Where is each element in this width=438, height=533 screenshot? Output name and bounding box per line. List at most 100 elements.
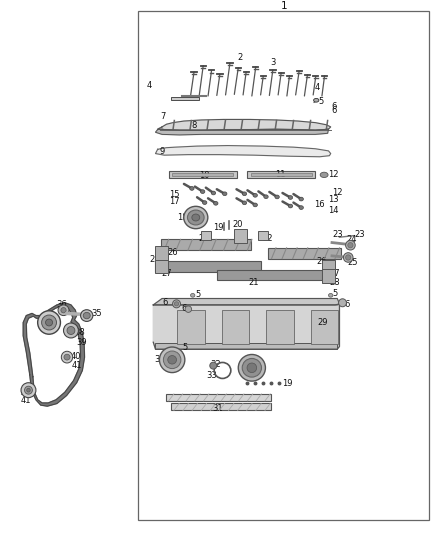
Text: 6: 6 (332, 107, 337, 116)
Ellipse shape (173, 300, 180, 308)
Text: 22: 22 (263, 234, 273, 243)
Bar (322, 260, 335, 273)
Ellipse shape (168, 356, 177, 364)
Ellipse shape (67, 327, 75, 335)
Ellipse shape (83, 312, 90, 319)
Ellipse shape (81, 310, 93, 321)
Ellipse shape (190, 187, 194, 190)
Bar (169, 171, 237, 178)
Ellipse shape (242, 192, 247, 196)
Polygon shape (153, 298, 339, 305)
Text: 24: 24 (346, 236, 357, 245)
Ellipse shape (346, 255, 351, 260)
Bar (171, 97, 199, 100)
Ellipse shape (159, 347, 185, 373)
Text: 11: 11 (275, 171, 286, 180)
Ellipse shape (242, 359, 261, 377)
Text: 1: 1 (280, 2, 287, 12)
Text: 6: 6 (332, 102, 337, 111)
Ellipse shape (184, 206, 208, 229)
Ellipse shape (58, 305, 69, 316)
Ellipse shape (202, 201, 207, 205)
Ellipse shape (174, 302, 179, 306)
Bar (166, 394, 271, 401)
Ellipse shape (339, 299, 346, 307)
Text: 21: 21 (248, 278, 258, 287)
Text: 33: 33 (207, 371, 218, 379)
Ellipse shape (192, 214, 200, 221)
Ellipse shape (288, 196, 293, 199)
Ellipse shape (288, 204, 293, 208)
Ellipse shape (210, 362, 217, 369)
Ellipse shape (299, 206, 304, 209)
Bar (138, 11, 429, 520)
Text: 39: 39 (77, 338, 87, 347)
Text: 15: 15 (169, 190, 179, 199)
Text: 14: 14 (328, 206, 338, 215)
Text: 32: 32 (210, 360, 221, 369)
Text: 40: 40 (71, 352, 81, 360)
Text: 7: 7 (160, 112, 165, 121)
Text: 4: 4 (147, 81, 152, 90)
Polygon shape (158, 119, 331, 130)
Text: 5: 5 (195, 290, 200, 299)
Ellipse shape (253, 203, 258, 207)
Text: 22: 22 (198, 234, 208, 243)
Ellipse shape (264, 195, 268, 199)
Text: 12: 12 (328, 170, 338, 179)
Polygon shape (155, 146, 331, 157)
Text: 25: 25 (347, 258, 358, 267)
Bar (268, 248, 341, 259)
Bar (258, 231, 268, 240)
Text: 28: 28 (329, 278, 340, 287)
Ellipse shape (21, 383, 36, 398)
Text: 19: 19 (283, 379, 293, 388)
Text: 6: 6 (162, 298, 167, 308)
Text: 41: 41 (20, 396, 31, 405)
Text: 5: 5 (332, 289, 337, 298)
Text: 13: 13 (328, 196, 338, 205)
Polygon shape (155, 129, 328, 135)
Polygon shape (153, 304, 339, 349)
Ellipse shape (348, 243, 353, 248)
Text: 21: 21 (237, 237, 247, 246)
Bar (161, 239, 251, 250)
Text: 29: 29 (318, 318, 328, 327)
Ellipse shape (247, 363, 257, 373)
Ellipse shape (185, 306, 192, 312)
Text: 38: 38 (74, 328, 85, 337)
Ellipse shape (242, 201, 247, 205)
Bar (217, 270, 322, 280)
Text: 17: 17 (169, 197, 179, 206)
Ellipse shape (320, 172, 328, 177)
Text: 26: 26 (167, 248, 178, 257)
Text: 41: 41 (71, 361, 82, 369)
Ellipse shape (343, 253, 353, 262)
Ellipse shape (38, 311, 60, 334)
Ellipse shape (299, 197, 304, 201)
Bar (311, 310, 338, 344)
Text: 26: 26 (317, 257, 327, 266)
Text: 6: 6 (345, 301, 350, 310)
Ellipse shape (187, 210, 204, 225)
Text: 4: 4 (314, 83, 320, 92)
Ellipse shape (46, 319, 53, 326)
Text: 3: 3 (270, 59, 276, 68)
Text: 18: 18 (177, 213, 187, 222)
Ellipse shape (238, 354, 265, 381)
Text: 40: 40 (20, 389, 31, 398)
Text: 28: 28 (149, 255, 159, 264)
Text: 23: 23 (355, 230, 365, 239)
Bar (251, 173, 312, 176)
Bar (155, 343, 337, 349)
Ellipse shape (163, 351, 181, 369)
Bar (266, 310, 293, 344)
Bar (155, 261, 261, 272)
Text: 20: 20 (232, 221, 243, 230)
Text: 31: 31 (212, 404, 223, 413)
Text: 23: 23 (333, 230, 343, 239)
Ellipse shape (61, 308, 66, 313)
Text: 36: 36 (56, 301, 67, 310)
Ellipse shape (42, 315, 57, 330)
Bar (177, 310, 205, 344)
